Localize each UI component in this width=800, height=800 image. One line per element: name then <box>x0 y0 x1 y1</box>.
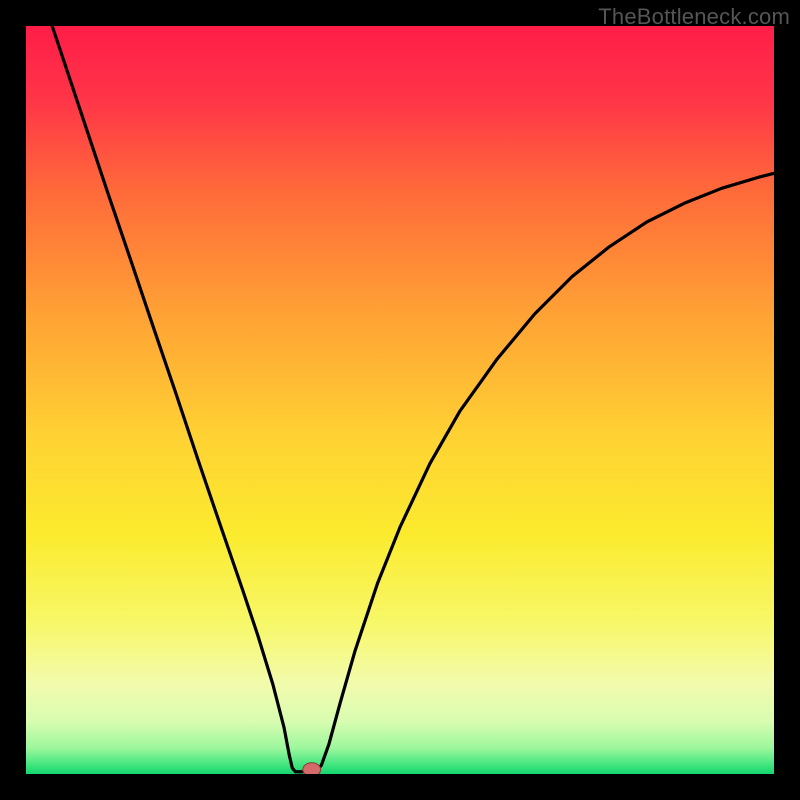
curve-layer <box>26 26 774 774</box>
bottleneck-curve <box>52 26 774 772</box>
min-marker <box>303 763 321 774</box>
plot-area <box>26 26 774 774</box>
outer-frame: TheBottleneck.com <box>0 0 800 800</box>
